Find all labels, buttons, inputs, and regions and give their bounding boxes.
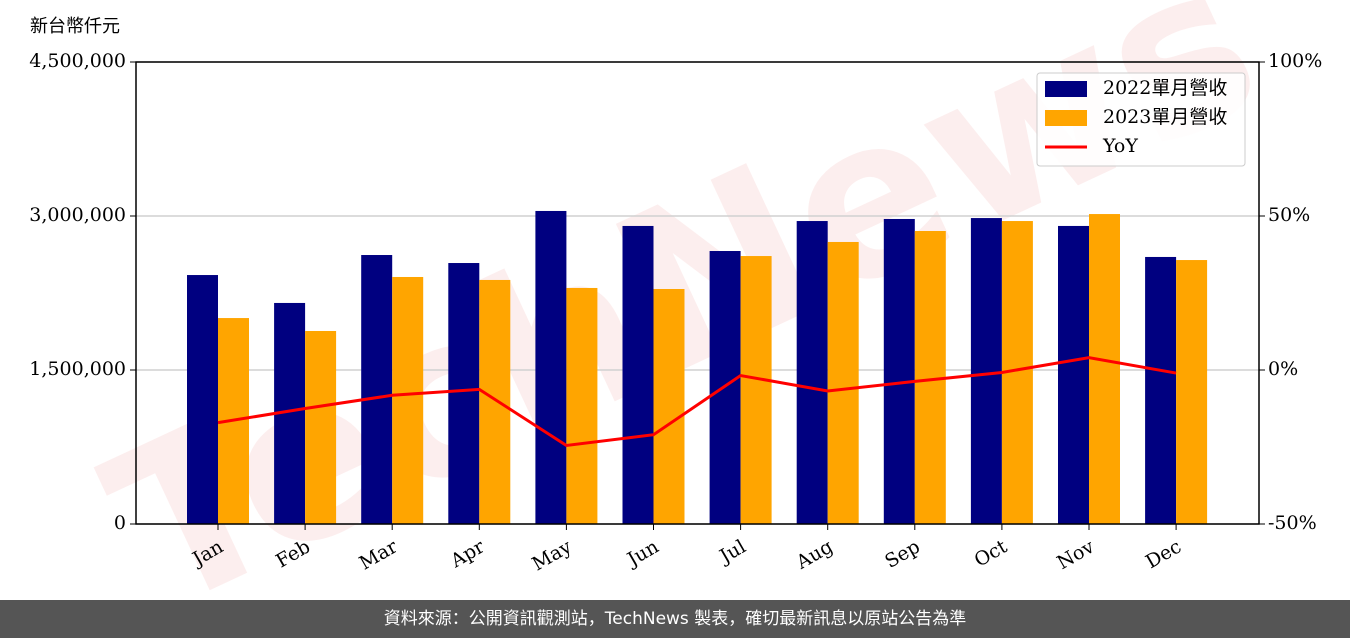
footer: 資料來源：公開資訊觀測站，TechNews 製表，確切最新訊息以原站公告為準 [384,609,966,629]
bar [535,210,567,524]
bar [448,263,480,524]
bar [1145,256,1177,524]
line [217,356,1177,448]
x-tick-label: Jul [714,536,749,569]
legend-label: YoY [1102,135,1138,157]
bar [187,275,218,524]
bar [827,241,859,524]
footer-band [0,600,1350,638]
legend-label: 2023單月營收 [1103,106,1227,128]
legend-box [1036,72,1246,167]
bar [970,218,1002,524]
legend-swatch [1045,81,1087,97]
y-axis-label: 新台幣仟元 [30,16,120,37]
legend-swatch [1045,110,1087,126]
bar [622,225,654,524]
x-tick-label: Apr [446,535,489,572]
bar [1058,225,1089,524]
legend-label: 2022單月營收 [1103,77,1227,99]
x-tick-label: Aug [792,536,837,575]
y2-tick-label: 0% [1268,358,1298,380]
y2-tick-label: -50% [1268,512,1317,534]
plot-frame [135,61,1260,525]
bar [392,276,424,524]
bar [883,218,915,524]
y-tick-label: 0 [114,512,126,534]
x-tick-label: Sep [881,536,924,573]
bar [479,279,511,524]
bar [653,288,685,524]
legend: 2022單月營收 2023單月營收 YoY [1036,72,1246,167]
bar [796,221,828,524]
y-tick-label: 4,500,000 [29,50,126,72]
x-tick-label: Dec [1142,536,1185,574]
bar [1176,260,1208,524]
x-tick-label: Nov [1053,535,1098,574]
x-tick-label: Jun [622,536,663,572]
bar [1089,214,1120,525]
y-tick-label: 3,000,000 [29,204,126,226]
x-tick-label: May [528,535,575,575]
y2-tick-label: 50% [1268,204,1310,226]
y2-tick-label: 100% [1268,50,1322,72]
bar [305,330,337,524]
bar [740,256,772,524]
y-tick-label: 1,500,000 [29,358,126,380]
x-tick-label: Oct [971,535,1012,571]
bar [566,287,598,524]
bar [361,255,393,524]
